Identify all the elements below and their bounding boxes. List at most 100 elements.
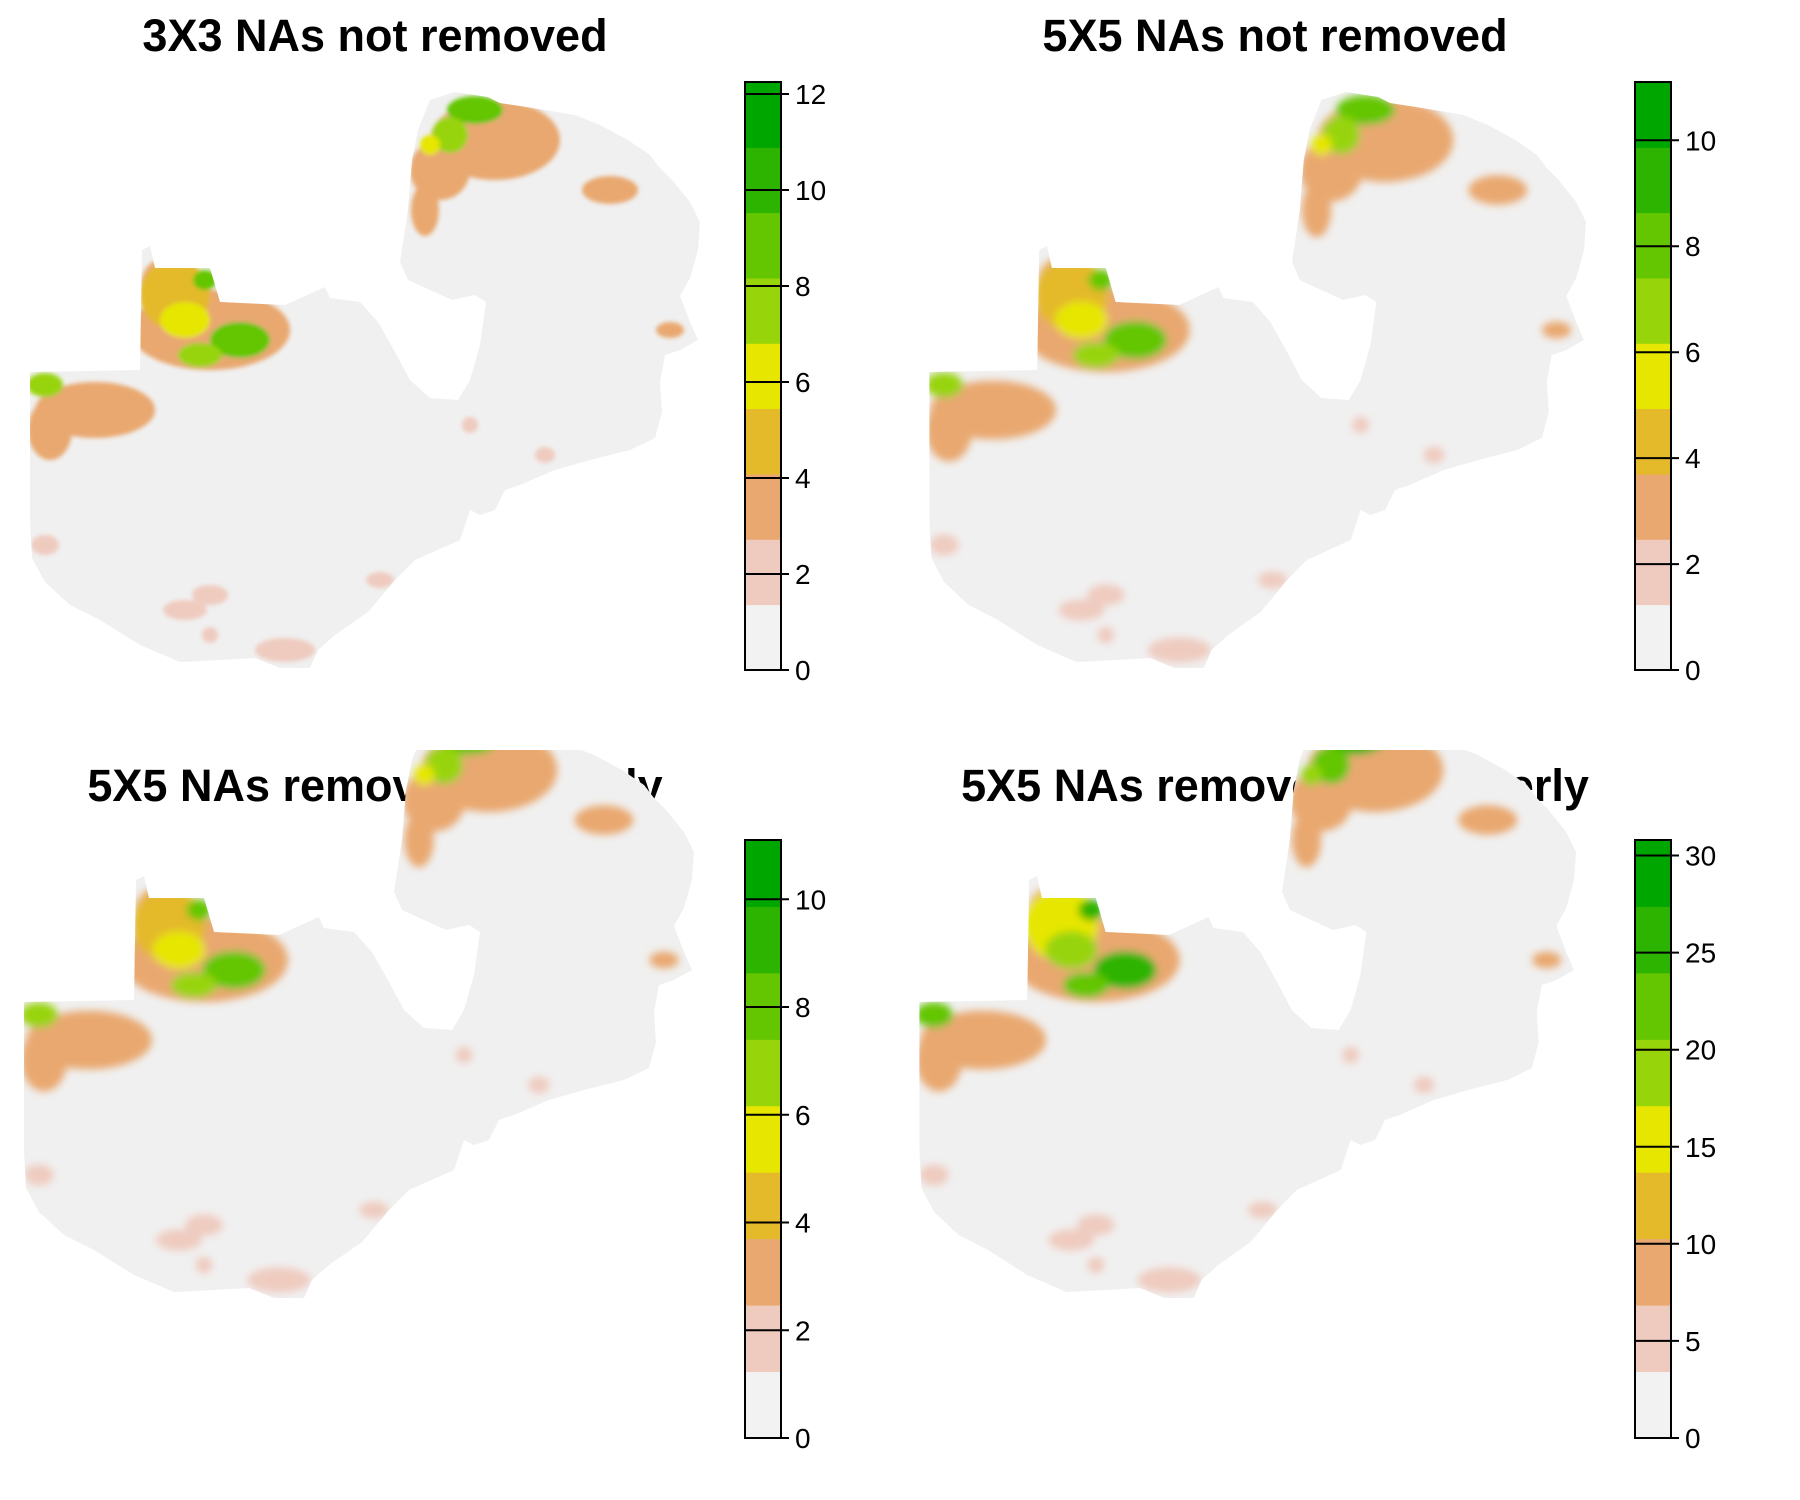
raster-layer <box>30 96 684 662</box>
legend-colorbar: 0 2 4 6 8 10 <box>1634 81 1716 686</box>
legend-swatch <box>745 604 781 671</box>
raster-patch <box>649 951 679 969</box>
legend-swatch <box>1635 474 1671 540</box>
legend-swatch <box>745 474 781 540</box>
panel-5x5-removed-properly: 5X5 NAs removed properly 0 2 4 6 8 10 <box>0 750 900 1500</box>
legend-tick-label: 2 <box>1685 549 1701 580</box>
panel-title: 5X5 NAs not removed <box>1042 10 1508 61</box>
raster-patch <box>919 1002 953 1028</box>
map-svg: 0 2 4 6 8 10 12 <box>30 79 826 686</box>
country-map <box>30 92 700 668</box>
legend-tick-label: 5 <box>1685 1326 1701 1357</box>
raster-patch <box>574 805 634 835</box>
raster-patch <box>1055 301 1108 339</box>
raster-layer <box>919 750 1562 1293</box>
raster-patch <box>1413 1076 1435 1094</box>
legend-tick-label: 10 <box>795 884 826 915</box>
legend-swatch <box>1635 1371 1671 1439</box>
legend-tick-label: 0 <box>1685 1423 1701 1454</box>
raster-patch <box>155 1229 203 1251</box>
country-map <box>24 750 694 1298</box>
legend-swatch <box>1635 1238 1671 1306</box>
raster-patch <box>1045 931 1098 969</box>
legend-tick-label: 10 <box>795 175 826 206</box>
legend-tick-label: 6 <box>795 367 811 398</box>
legend-tick-label: 2 <box>795 1315 811 1346</box>
legend-swatch <box>745 82 781 148</box>
raster-patch <box>247 1267 311 1293</box>
legend-tick-label: 8 <box>795 992 811 1023</box>
raster-patch <box>1291 812 1322 868</box>
legend-swatch <box>745 539 781 606</box>
raster-patch <box>1541 321 1572 339</box>
raster-patch <box>359 1201 389 1219</box>
legend-tick-label: 4 <box>795 1208 811 1239</box>
panel-3x3-not-removed: 3X3 NAs not removed 0 2 4 6 8 10 12 <box>0 0 900 750</box>
raster-patch <box>1088 269 1114 291</box>
raster-patch <box>528 1076 550 1094</box>
raster-patch <box>425 750 463 784</box>
legend-tick-label: 6 <box>795 1100 811 1131</box>
raster-patch <box>163 600 207 620</box>
raster-patch <box>1257 571 1288 589</box>
raster-patch <box>1310 134 1332 156</box>
raster-patch <box>1137 1267 1201 1293</box>
legend-tick-label: 20 <box>1685 1035 1716 1066</box>
raster-patch <box>656 322 684 338</box>
legend-swatch <box>1635 906 1671 974</box>
raster-patch <box>1352 416 1369 434</box>
legend-swatch <box>745 147 781 214</box>
raster-patch <box>432 117 468 153</box>
raster-patch <box>186 899 212 921</box>
map-svg: 0 2 4 6 8 10 <box>929 81 1716 686</box>
raster-patch <box>24 1164 54 1186</box>
raster-patch <box>1048 1229 1095 1251</box>
legend-swatch <box>745 1172 781 1240</box>
country-outline <box>24 750 694 1298</box>
legend-swatch <box>1635 278 1671 344</box>
raster-patch <box>152 931 206 969</box>
legend-swatch <box>1635 972 1671 1040</box>
raster-patch <box>30 400 72 460</box>
raster-patch <box>535 447 555 463</box>
raster-patch <box>185 1214 223 1236</box>
legend-tick-label: 12 <box>795 79 826 110</box>
raster-patch <box>411 184 439 236</box>
legend-swatch <box>1635 147 1671 214</box>
raster-patch <box>462 417 478 433</box>
legend-swatch <box>1635 1105 1671 1173</box>
legend-swatch <box>1635 840 1671 907</box>
legend-swatch <box>745 408 781 475</box>
raster-patch <box>202 627 218 643</box>
raster-patch <box>1336 95 1395 125</box>
raster-patch <box>413 764 435 786</box>
raster-patch <box>178 343 222 367</box>
raster-patch <box>447 96 503 124</box>
legend-tick-label: 6 <box>1685 337 1701 368</box>
raster-patch <box>1103 321 1167 359</box>
raster-patch <box>929 372 963 398</box>
legend-tick-label: 0 <box>1685 655 1701 686</box>
legend-swatch <box>745 906 781 974</box>
legend-tick-label: 8 <box>1685 231 1701 262</box>
raster-patch <box>31 535 59 555</box>
raster-patch <box>170 972 218 998</box>
raster-patch <box>919 1028 963 1092</box>
raster-patch <box>160 302 210 338</box>
legend-tick-label: 4 <box>1685 443 1701 474</box>
raster-patch <box>24 1028 68 1092</box>
raster-patch <box>420 135 440 155</box>
raster-patch <box>929 534 959 556</box>
raster-patch <box>1247 1201 1278 1219</box>
raster-patch <box>1058 599 1105 621</box>
legend-colorbar: 0 5 10 15 20 25 30 <box>1634 839 1716 1454</box>
legend-swatch <box>1635 1305 1671 1372</box>
legend-swatch <box>745 1039 781 1107</box>
country-map <box>929 92 1586 668</box>
raster-patch <box>1062 972 1110 998</box>
legend-swatch <box>745 212 781 279</box>
raster-patch <box>366 572 394 588</box>
legend-swatch <box>745 343 781 410</box>
legend-tick-label: 10 <box>1685 1229 1716 1260</box>
